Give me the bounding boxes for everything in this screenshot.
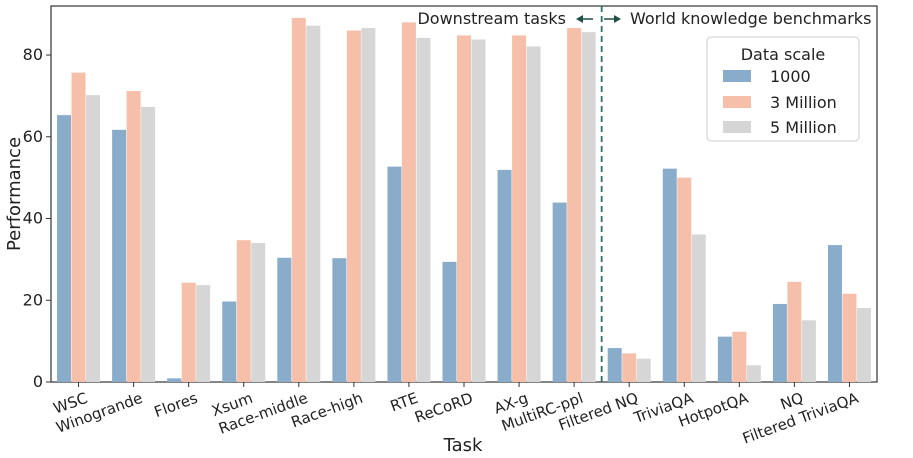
x-tick-label-record: ReCoRD (412, 389, 475, 427)
y-tick-label-80: 80 (23, 45, 43, 64)
y-tick-label-20: 20 (23, 290, 43, 309)
annotation-left: Downstream tasks (417, 9, 566, 28)
bar-hotpotqa-5-million (746, 365, 761, 382)
bar-xsum-5-million (251, 243, 266, 382)
bar-flores-5-million (196, 285, 211, 382)
bars-layer (57, 17, 871, 383)
bar-hotpotqa-1000 (717, 336, 732, 382)
bar-filtered-triviaqa-1000 (827, 245, 842, 382)
legend-box (706, 36, 860, 142)
bar-flores-1000 (167, 378, 182, 382)
bar-rte-3-million (401, 22, 416, 382)
y-tick-label-40: 40 (23, 209, 43, 228)
bar-rte-1000 (387, 166, 402, 382)
y-tick-label-0: 0 (33, 372, 43, 391)
bar-race-high-5-million (361, 28, 376, 382)
y-axis-title: Performance (4, 137, 25, 251)
bar-hotpotqa-3-million (732, 331, 747, 382)
bar-xsum-1000 (222, 301, 237, 382)
bar-flores-3-million (181, 282, 196, 382)
bar-filtered-triviaqa-3-million (842, 293, 857, 382)
bar-race-middle-5-million (306, 25, 321, 383)
bar-winogrande-5-million (141, 106, 156, 382)
arrow-left-icon (576, 15, 593, 23)
x-axis-title: Task (443, 435, 483, 456)
bar-ax-g-1000 (497, 169, 512, 382)
bar-multirc-ppl-5-million (581, 32, 596, 382)
arrow-right-icon (604, 15, 621, 23)
bar-multirc-ppl-3-million (567, 28, 582, 382)
y-ticks-layer: 0 20 40 60 80 (23, 45, 51, 391)
bar-race-high-3-million (346, 30, 361, 383)
legend-swatch-5-million (723, 121, 751, 133)
bar-winogrande-3-million (126, 91, 141, 382)
legend-swatch-3-million (723, 96, 751, 108)
legend-label-1000: 1000 (770, 67, 811, 86)
bar-filtered-triviaqa-5-million (856, 308, 871, 382)
bar-record-3-million (457, 35, 471, 383)
bar-ax-g-5-million (526, 46, 541, 383)
bar-rte-5-million (416, 37, 431, 382)
bar-triviaqa-1000 (662, 168, 677, 382)
bar-race-high-1000 (332, 258, 347, 382)
bar-filtered-nq-5-million (636, 358, 651, 382)
bar-xsum-3-million (236, 240, 251, 382)
bar-ax-g-3-million (512, 35, 527, 383)
bar-race-middle-3-million (291, 17, 306, 382)
bar-nq-1000 (772, 303, 787, 382)
bar-race-middle-1000 (277, 257, 292, 382)
bar-winogrande-1000 (112, 129, 127, 382)
legend-swatch-1000 (723, 70, 751, 82)
legend-title: Data scale (741, 45, 826, 64)
bar-record-1000 (442, 261, 457, 382)
bar-record-5-million (471, 39, 486, 382)
bar-nq-5-million (801, 320, 816, 382)
bar-nq-3-million (787, 281, 802, 382)
legend-label-3-million: 3 Million (770, 93, 837, 112)
bar-triviaqa-5-million (691, 234, 706, 382)
x-tick-label-flores: Flores (152, 389, 200, 421)
bar-triviaqa-3-million (677, 177, 692, 382)
bar-multirc-ppl-1000 (552, 202, 567, 382)
y-tick-label-60: 60 (23, 127, 43, 146)
bar-wsc-3-million (71, 72, 86, 383)
legend-label-5-million: 5 Million (770, 118, 837, 137)
bar-wsc-5-million (86, 95, 101, 382)
bar-filtered-nq-3-million (622, 353, 637, 382)
annotation-right: World knowledge benchmarks (630, 9, 871, 28)
legend: Data scale 1000 3 Million 5 Million (706, 36, 860, 142)
bar-filtered-nq-1000 (607, 348, 622, 382)
bar-wsc-1000 (57, 115, 72, 383)
